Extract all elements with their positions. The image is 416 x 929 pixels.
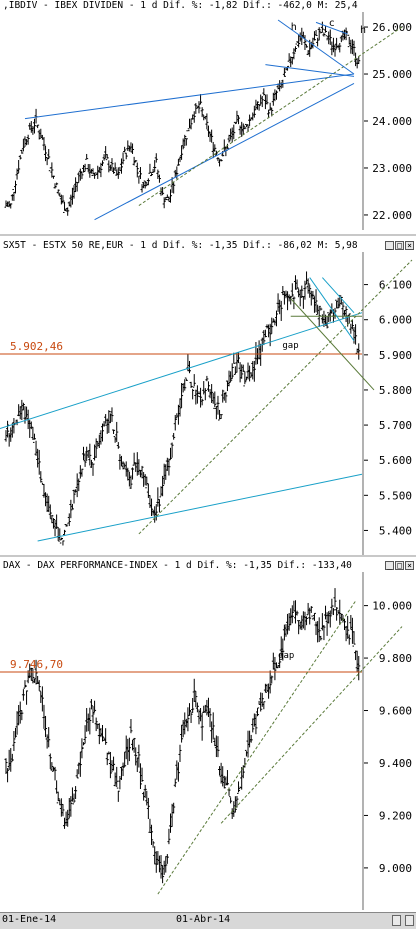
channel-upper-line (24, 73, 355, 120)
y-tick-label: 9.200 (379, 809, 412, 822)
y-tick-label: 5.500 (379, 489, 412, 502)
date-label: 01-Abr-14 (176, 914, 231, 925)
date-label: 01-Ene-14 (2, 914, 57, 925)
y-tick-label: 6.100 (379, 279, 412, 292)
pattern-label: h (360, 25, 366, 36)
neckline (277, 19, 355, 75)
channel-lower-line (37, 473, 363, 542)
y-tick-label: 9.000 (379, 862, 412, 875)
minimize-button[interactable]: _ (385, 561, 394, 570)
panel-dax: DAX - DAX PERFORMANCE-INDEX - 1 d Dif. %… (0, 560, 416, 912)
sx5t-chart[interactable]: 6.100 6.000 5.900 5.800 5.700 5.600 5.500 5.400… (0, 252, 416, 555)
close-button[interactable]: × (405, 241, 414, 250)
pattern-label: c (329, 18, 335, 29)
channel-lower-line (94, 82, 355, 221)
panel-title: ,IBDIV - IBEX DIVIDEN - 1 d Dif. %: -1,8… (3, 0, 358, 11)
trend-support-line (157, 600, 357, 895)
level-label: 5.902,46 (10, 340, 63, 353)
panel-title: SX5T - ESTX 50 RE,EUR - 1 d Dif. %: -1,3… (3, 240, 358, 251)
y-tick-label: 10.000 (372, 600, 412, 613)
panel-separator[interactable] (0, 234, 416, 236)
window-buttons: _ □ × (385, 241, 414, 250)
date-axis-bar: 01-Ene-14 01-Abr-14 (0, 912, 416, 929)
minimize-button[interactable]: _ (385, 241, 394, 250)
level-label: 9.746,70 (10, 658, 63, 671)
y-tick-label: 9.800 (379, 652, 412, 665)
y-tick-label: 9.600 (379, 705, 412, 718)
channel-upper-line (0, 312, 363, 430)
y-tick-label: 5.400 (379, 524, 412, 537)
y-tick-label: 9.400 (379, 757, 412, 770)
y-tick-label: 6.000 (379, 314, 412, 327)
panel-ibdiv: ,IBDIV - IBEX DIVIDEN - 1 d Dif. %: -1,8… (0, 0, 416, 235)
trend-support-line (220, 626, 403, 824)
panel-sx5t: SX5T - ESTX 50 RE,EUR - 1 d Dif. %: -1,3… (0, 240, 416, 555)
y-tick-label: 25.000 (372, 68, 412, 81)
trend-line (321, 277, 355, 314)
panel-title: DAX - DAX PERFORMANCE-INDEX - 1 d Dif. %… (3, 560, 352, 571)
y-tick-label: 24.000 (372, 115, 412, 128)
close-button[interactable]: × (405, 561, 414, 570)
panel-separator[interactable] (0, 555, 416, 557)
trend-support-line (138, 26, 403, 206)
gap-label: gap (282, 341, 298, 351)
dax-chart[interactable]: 10.000 9.800 9.600 9.400 9.200 9.000 9.746,70 g… (0, 572, 416, 912)
trend-line (290, 298, 375, 391)
ibdiv-chart[interactable]: 26.000 25.000 24.000 23.000 22.000 h c h (0, 12, 416, 235)
trend-line (309, 277, 355, 342)
y-tick-label: 5.700 (379, 419, 412, 432)
gap-label: gap (278, 651, 294, 661)
neckline (315, 21, 348, 35)
pattern-label: h (291, 22, 297, 33)
y-tick-label: 23.000 (372, 162, 412, 175)
y-tick-label: 22.000 (372, 209, 412, 222)
trend-support-line (138, 259, 413, 535)
neckline (265, 64, 355, 77)
y-tick-label: 26.000 (372, 21, 412, 34)
maximize-button[interactable]: □ (395, 561, 404, 570)
scroll-controls (392, 915, 414, 926)
scroll-left-button[interactable] (392, 915, 401, 926)
y-tick-label: 5.800 (379, 384, 412, 397)
scroll-right-button[interactable] (405, 915, 414, 926)
window-buttons: _ □ × (385, 561, 414, 570)
maximize-button[interactable]: □ (395, 241, 404, 250)
y-tick-label: 5.900 (379, 349, 412, 362)
y-tick-label: 5.600 (379, 454, 412, 467)
